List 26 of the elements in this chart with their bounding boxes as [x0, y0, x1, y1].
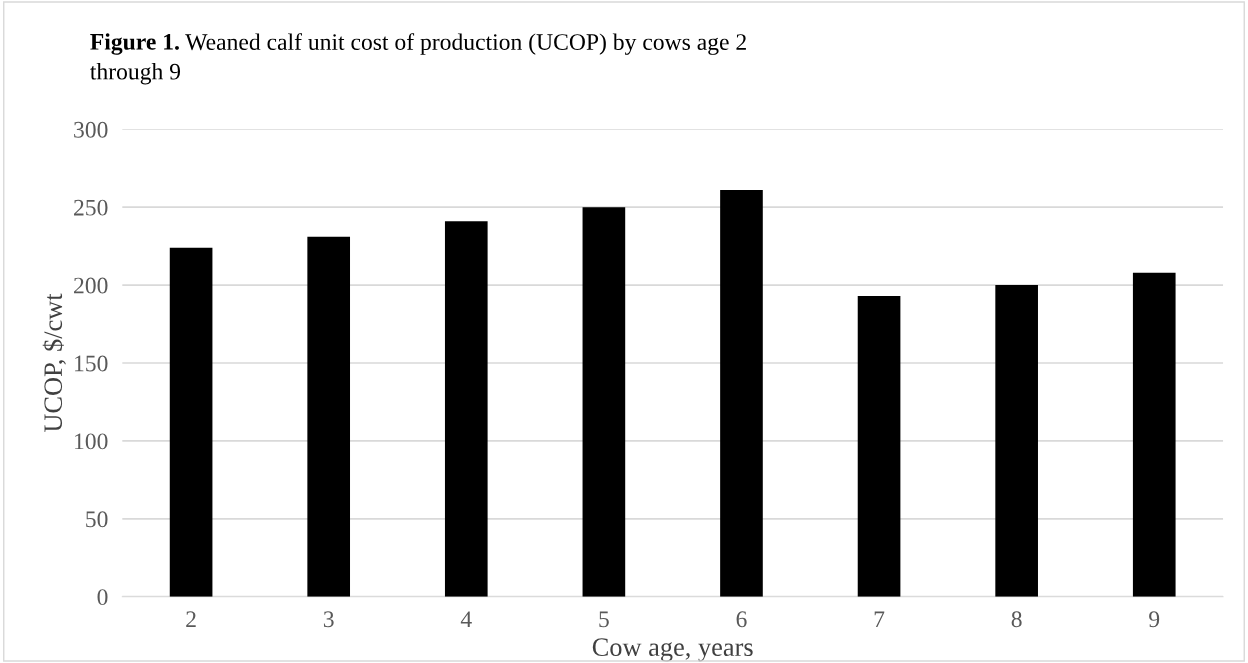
bar: [582, 207, 626, 597]
y-tick-label: 250: [74, 199, 108, 216]
y-tick-label: 200: [74, 277, 108, 294]
y-tick-label: 100: [75, 433, 108, 450]
x-tick-label: 4: [460, 611, 472, 627]
y-tick-label: 50: [86, 511, 108, 528]
y-tick-label: 150: [75, 355, 108, 372]
bar: [307, 236, 351, 597]
y-tick-label: 300: [74, 121, 108, 138]
x-tick-label: 6: [736, 611, 747, 628]
x-tick-label: 9: [1149, 611, 1160, 628]
x-tick-label: 2: [186, 611, 196, 627]
x-tick-label: 5: [599, 611, 609, 628]
bar: [1132, 272, 1176, 597]
bar: [720, 190, 763, 597]
y-axis-title: UCOP, $/cwt: [42, 293, 66, 433]
y-tick-label: 0: [97, 589, 108, 606]
x-axis-title: Cow age, years: [592, 638, 753, 662]
bar: [857, 296, 901, 597]
x-tick-label: 8: [1011, 611, 1022, 628]
bar: [169, 247, 213, 597]
chart-title: Figure 1. Weaned calf unit cost of production (UCOP) by cows age 2 through 9: [90, 33, 746, 85]
x-tick-label: 3: [323, 611, 334, 628]
bar: [444, 221, 488, 597]
bar: [995, 285, 1038, 597]
x-tick-label: 7: [874, 611, 885, 627]
